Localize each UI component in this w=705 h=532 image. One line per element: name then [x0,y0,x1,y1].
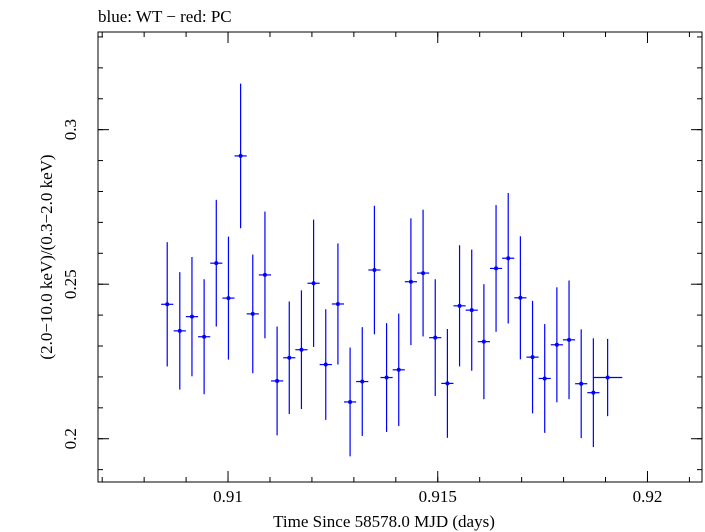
data-marker [360,379,365,384]
y-tick-label: 0.25 [61,269,80,299]
data-point [319,309,332,420]
data-marker [323,362,328,367]
data-marker [445,381,450,386]
data-marker [542,376,547,381]
data-marker [165,302,170,307]
data-point [550,287,563,403]
data-marker [469,308,474,313]
data-marker [506,256,511,261]
data-point [307,219,320,347]
y-axis-label: (2.0−10.0 keV)/(0.3−2.0 keV) [37,154,56,359]
data-point [429,279,442,397]
series-layer [161,83,623,457]
data-point [465,249,478,371]
data-marker [579,381,584,386]
data-point [489,205,503,332]
data-marker [605,375,610,380]
data-marker [262,272,267,277]
data-marker [591,390,596,395]
data-point [198,279,211,395]
data-marker [275,378,280,383]
data-marker [250,311,255,316]
data-point [575,329,588,439]
data-marker [494,266,499,271]
data-point [356,327,369,436]
series-wt [161,83,623,457]
y-tick-labels: 0.2 0.25 0.3 [61,119,80,449]
data-point [587,338,600,448]
data-marker [433,335,438,340]
data-point [441,329,454,438]
data-point [404,218,417,346]
data-marker [335,301,340,306]
data-point [477,284,490,400]
chart-title: blue: WT − red: PC [98,7,232,26]
x-tick-label: 0.92 [633,487,663,506]
data-point [173,272,186,390]
data-marker [457,303,462,308]
data-marker [518,295,523,300]
data-marker [299,347,304,352]
data-marker [372,267,377,272]
data-marker [408,279,413,284]
data-marker [214,261,219,266]
y-tick-label: 0.2 [61,428,80,449]
x-axis-label: Time Since 58578.0 MJD (days) [273,512,495,531]
data-point [592,338,623,417]
data-point [562,280,576,400]
data-marker [311,281,316,286]
x-tick-label: 0.915 [419,487,457,506]
plot-area [97,31,703,483]
data-point [246,254,259,374]
data-marker [396,367,401,372]
data-marker [177,328,182,333]
data-marker [554,342,559,347]
data-point [514,236,527,360]
data-marker [348,399,353,404]
axis-ticks [98,32,702,482]
data-marker [530,355,535,360]
data-marker [202,334,207,339]
data-point [271,326,284,436]
data-point [392,313,405,427]
data-marker [226,296,231,301]
data-marker [384,375,389,380]
x-tick-labels: 0.91 0.915 0.92 [213,487,662,506]
data-point [234,83,247,229]
data-marker [567,337,572,342]
data-point [538,324,551,433]
data-point [210,199,223,327]
data-marker [238,153,243,158]
data-marker [287,355,292,360]
data-point [295,290,308,410]
data-point [344,347,357,457]
data-point [502,193,515,324]
data-marker [481,339,486,344]
x-tick-label: 0.91 [213,487,243,506]
data-point [222,236,235,360]
y-tick-label: 0.3 [61,119,80,140]
data-point [526,300,539,414]
data-point [258,211,272,339]
data-point [380,323,393,432]
data-point [283,301,296,415]
data-point [161,242,174,367]
data-marker [421,271,426,276]
data-marker [189,314,194,319]
data-point [368,205,381,335]
data-point [185,257,199,377]
data-point [453,245,466,367]
data-point [331,243,345,365]
plot-frame [97,31,703,483]
data-point [416,209,430,337]
